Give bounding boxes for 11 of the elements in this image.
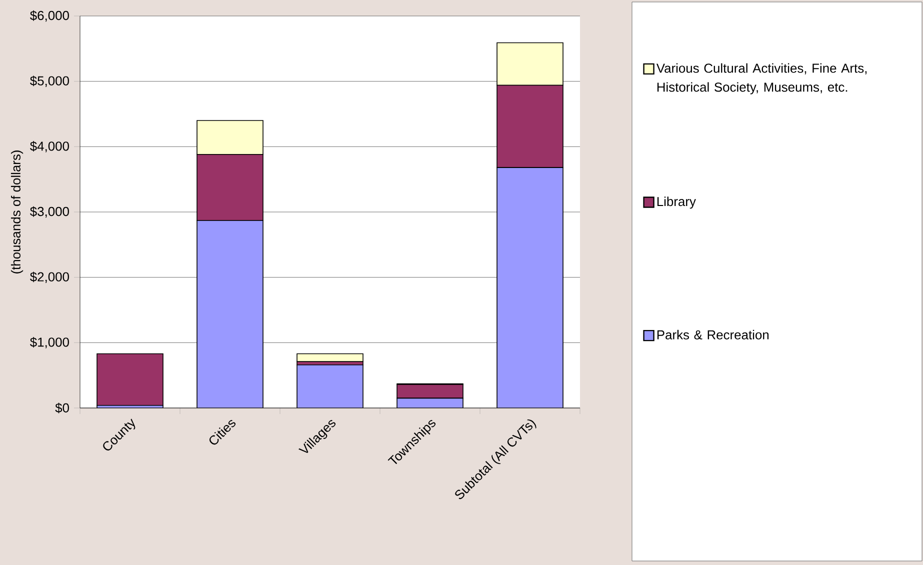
y-tick-label: $1,000 [30,337,69,348]
y-tick-label: $5,000 [30,76,69,87]
y-tick-label: $3,000 [30,206,69,218]
legend-label: Various Cultural Activities, Fine Arts, Historical Society, Museums, etc. [656,63,867,94]
legend-label: Library [657,196,696,209]
y-tick-label: $6,000 [30,10,69,22]
y-axis-title: (thousands of dollars) [10,150,24,274]
legend-label: Parks & Recreation [657,330,769,340]
y-tick-label: $4,000 [30,141,69,152]
y-tick-label: $2,000 [30,272,69,283]
y-tick-label: $0 [55,402,69,414]
